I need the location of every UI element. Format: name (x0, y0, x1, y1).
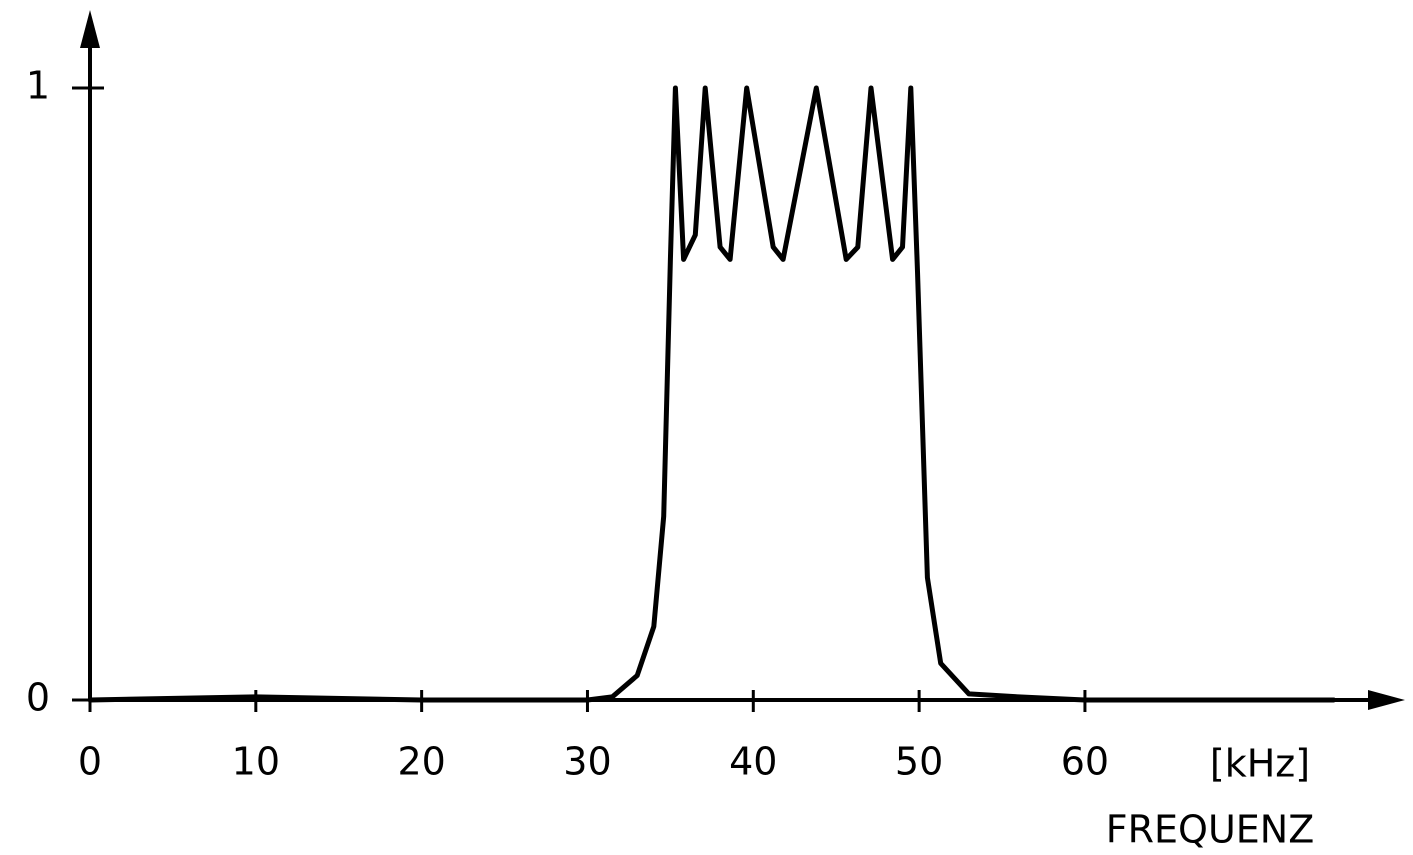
x-tick-label: 60 (1061, 740, 1109, 784)
y-tick-label: 0 (26, 676, 50, 720)
x-tick-label: 30 (563, 740, 611, 784)
x-tick-label: 0 (78, 740, 102, 784)
x-axis-title: FREQUENZ (1106, 808, 1314, 852)
x-axis-arrow (1368, 690, 1405, 710)
x-tick-label: 40 (729, 740, 777, 784)
x-tick-label: 50 (895, 740, 943, 784)
x-unit: [kHz] (1210, 742, 1310, 786)
curve (87, 85, 1337, 703)
x-tick-label: 10 (232, 740, 280, 784)
y-axis-arrow (80, 10, 100, 48)
y-tick-label: 1 (26, 64, 50, 108)
x-tick-label: 20 (397, 740, 445, 784)
